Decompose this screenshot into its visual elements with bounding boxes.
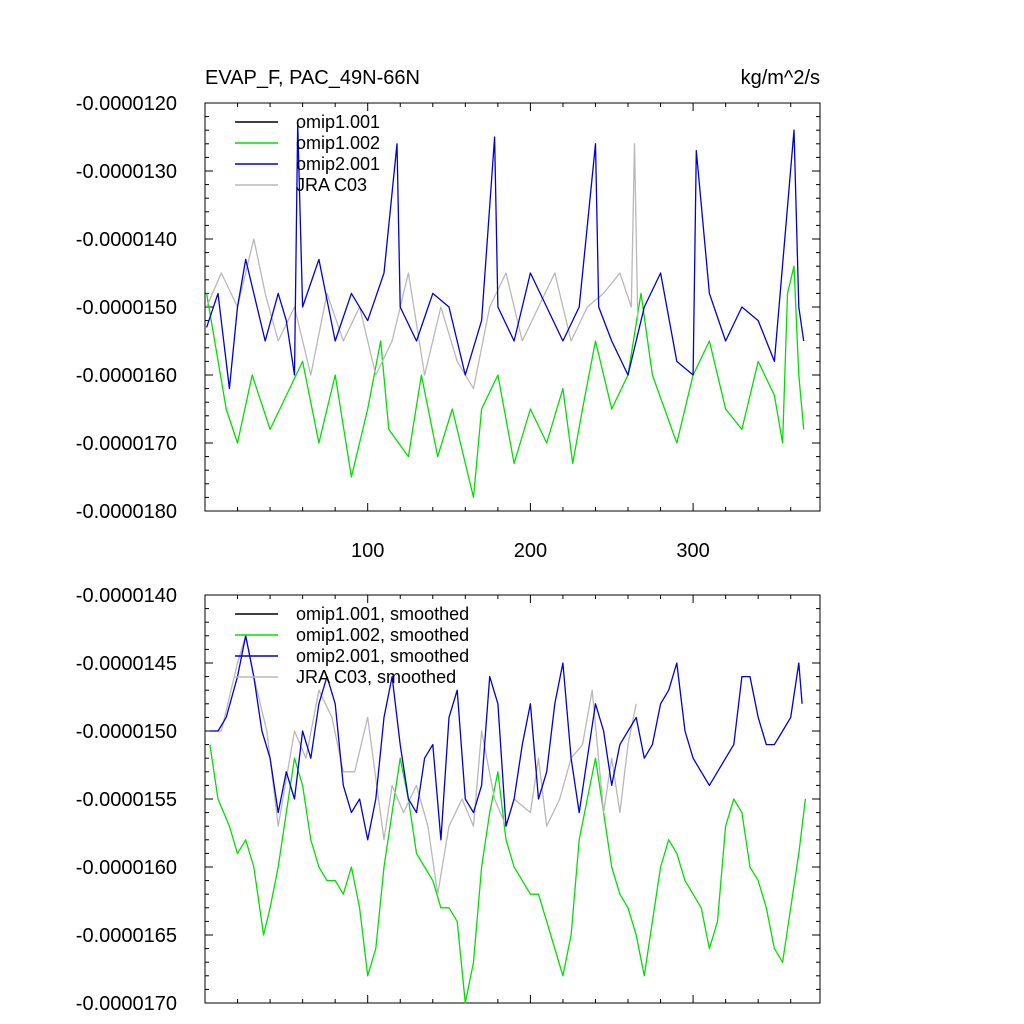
top-x-tick-label: 300	[676, 540, 709, 562]
bottom-y-tick-label: -0.0000140	[76, 585, 177, 607]
top-series-line-1	[205, 265, 805, 499]
bottom-legend-label: omip2.001, smoothed	[296, 646, 469, 666]
top-legend-label: omip1.001	[296, 112, 380, 132]
bottom-y-tick-label: -0.0000170	[76, 993, 177, 1015]
bottom-y-tick-label: -0.0000155	[76, 789, 177, 811]
bottom-y-tick-label: -0.0000160	[76, 857, 177, 879]
bottom-panel: -0.0000140 -0.0000145 -0.0000150 -0.0000155…	[76, 585, 821, 1015]
top-y-tick-label: -0.0000130	[76, 161, 177, 183]
top-legend-label: omip1.002	[296, 133, 380, 153]
top-legend-label: JRA C03	[296, 175, 367, 195]
top-x-tick-label: 100	[351, 540, 384, 562]
bottom-legend-label: JRA C03, smoothed	[296, 667, 456, 687]
bottom-legend-label: omip1.001, smoothed	[296, 604, 469, 624]
bottom-y-tick-label: -0.0000150	[76, 721, 177, 743]
top-panel: -0.0000120 -0.0000130 -0.0000140 -0.0000150…	[76, 93, 821, 562]
top-y-tick-label: -0.0000160	[76, 365, 177, 387]
top-series-line-2	[205, 122, 805, 390]
bottom-y-tick-label: -0.0000145	[76, 653, 177, 675]
bottom-y-tick-label: -0.0000165	[76, 925, 177, 947]
top-y-tick-label: -0.0000120	[76, 93, 177, 115]
bottom-series-line-2	[209, 635, 803, 841]
bottom-series-line-1	[209, 744, 807, 1004]
top-y-tick-label: -0.0000170	[76, 433, 177, 455]
bottom-legend-label: omip1.002, smoothed	[296, 625, 469, 645]
top-y-tick-label: -0.0000140	[76, 229, 177, 251]
top-panel-title: EVAP_F, PAC_49N-66N	[205, 67, 420, 89]
top-x-tick-label: 200	[514, 540, 547, 562]
top-legend-label: omip2.001	[296, 154, 380, 174]
bottom-series-line-3	[209, 635, 637, 895]
top-series-line-3	[206, 143, 639, 390]
top-y-tick-label: -0.0000150	[76, 297, 177, 319]
top-y-tick-label: -0.0000180	[76, 501, 177, 523]
top-panel-units: kg/m^2/s	[741, 67, 820, 89]
